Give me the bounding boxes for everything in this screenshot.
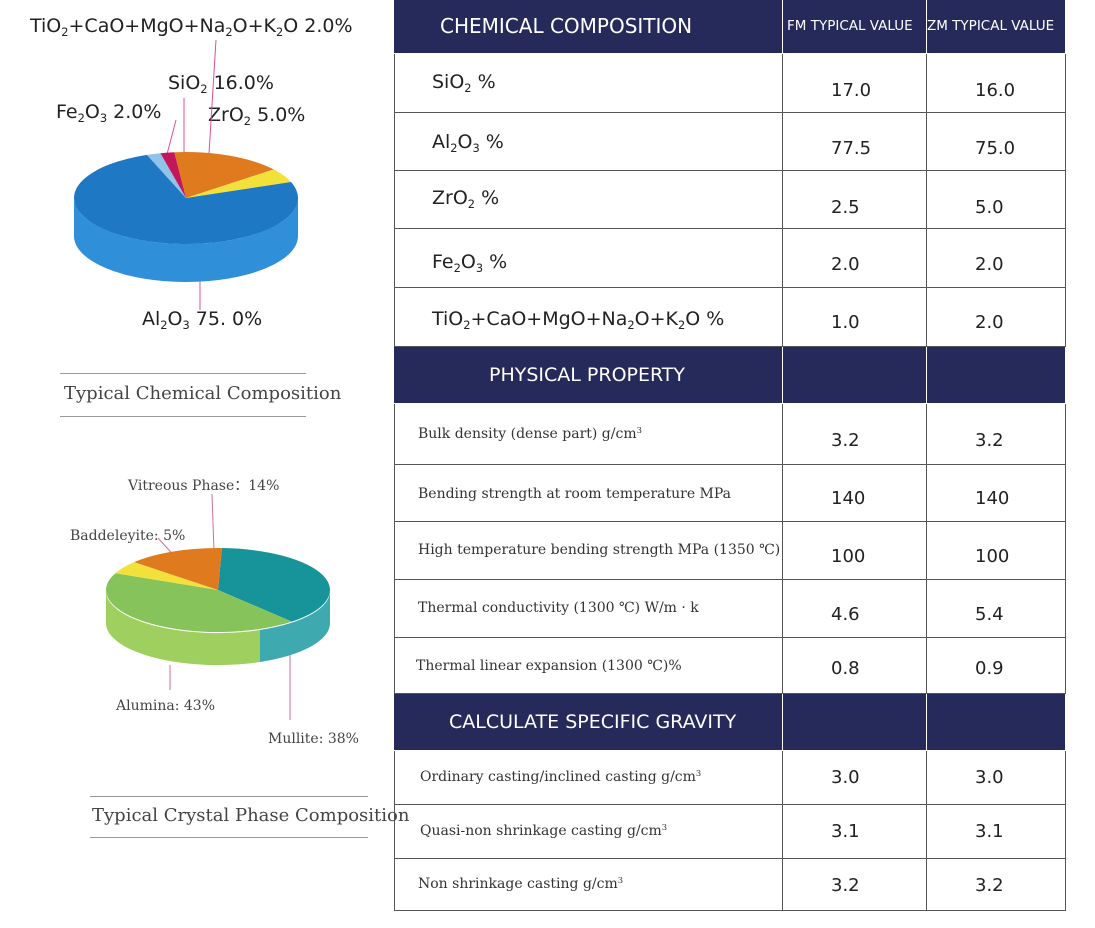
property-name: Thermal linear expansion (1300 ℃)% [416, 658, 682, 674]
fm-value: 3.0 [831, 767, 860, 788]
property-name: Quasi-non shrinkage casting g/cm3 [420, 821, 668, 839]
table-row: Thermal conductivity (1300 ℃) W/m · k 4.… [394, 580, 1066, 638]
fm-value: 3.2 [831, 875, 860, 896]
chem-name: TiO2+CaO+MgO+Na2O+K2O % [432, 308, 725, 332]
caption-rule-top [60, 373, 306, 374]
pie-slice-sio2 [174, 151, 274, 198]
label-vitreous: Vitreous Phase：14% [128, 478, 280, 494]
chem-name: Al2O3 % [432, 131, 504, 155]
header-gravity: CALCULATE SPECIFIC GRAVITY [394, 694, 1066, 751]
pie-slice-mullite [218, 548, 330, 622]
property-name: Non shrinkage casting g/cm3 [418, 874, 624, 892]
crystal-pie-slices [106, 548, 330, 632]
fm-value: 4.6 [831, 604, 860, 625]
zm-value: 16.0 [975, 80, 1016, 101]
header-physical-title: PHYSICAL PROPERTY [489, 364, 686, 386]
property-name: Thermal conductivity (1300 ℃) W/m · k [418, 600, 699, 616]
label-mullite: Mullite: 38% [268, 731, 359, 747]
caption2-rule-bottom [90, 837, 368, 838]
pie-slice-vitreous-phase [134, 548, 222, 590]
fm-value: 3.2 [831, 430, 860, 451]
property-name: Bending strength at room temperature MPa [418, 486, 732, 502]
label-al2o3: Al2O3 75. 0% [142, 308, 263, 332]
table-row: ZrO2 % 2.5 5.0 [394, 171, 1066, 229]
table-row: Quasi-non shrinkage casting g/cm3 3.1 3.… [394, 805, 1066, 859]
table-row: Non shrinkage casting g/cm3 3.2 3.2 [394, 859, 1066, 911]
caption-rule-bottom [60, 416, 306, 417]
pie-slice-baddeleyite [115, 562, 218, 590]
chem-name: SiO2 % [432, 71, 496, 95]
caption2-rule-top [90, 796, 368, 797]
crystal-pie-chart [105, 493, 331, 720]
fm-value: 100 [831, 546, 866, 567]
property-name: High temperature bending strength MPa (1… [418, 542, 781, 558]
zm-value: 3.0 [975, 767, 1004, 788]
zm-value: 3.2 [975, 430, 1004, 451]
leader-vitreous [211, 493, 215, 553]
chemical-pie-slices [74, 151, 299, 245]
table-row: Fe2O3 % 2.0 2.0 [394, 229, 1066, 288]
fm-value: 3.1 [831, 821, 860, 842]
pie-slice-tio2-cao-mgo-na2o-k2o [146, 153, 186, 198]
table-row: Ordinary casting/inclined casting g/cm3 … [394, 751, 1066, 805]
zm-value: 5.0 [975, 197, 1004, 218]
pie-side [74, 198, 298, 282]
table-row: Bulk density (dense part) g/cm3 3.2 3.2 [394, 404, 1066, 465]
fm-value: 140 [831, 488, 866, 509]
table-row: Bending strength at room temperature MPa… [394, 465, 1066, 522]
fm-value: 2.0 [831, 254, 860, 275]
header-chemical-title: CHEMICAL COMPOSITION [440, 14, 693, 38]
zm-value: 0.9 [975, 658, 1004, 679]
header-chemical: CHEMICAL COMPOSITION FM TYPICAL VALUE ZM… [394, 0, 1066, 54]
table-row: TiO2+CaO+MgO+Na2O+K2O % 1.0 2.0 [394, 288, 1066, 347]
zm-value: 3.1 [975, 821, 1004, 842]
zm-value: 3.2 [975, 875, 1004, 896]
fm-value: 1.0 [831, 312, 860, 333]
table-row: SiO2 % 17.0 16.0 [394, 54, 1066, 113]
leader-misc [207, 39, 217, 171]
pie-side-mullite [260, 590, 331, 662]
property-name: Bulk density (dense part) g/cm3 [418, 424, 642, 442]
table-row: Al2O3 % 77.5 75.0 [394, 113, 1066, 171]
caption-chemical: Typical Chemical Composition [64, 383, 342, 404]
pie-slice-fe2o3 [160, 152, 186, 198]
fm-value: 0.8 [831, 658, 860, 679]
pie-slice-alumina [106, 573, 292, 632]
zm-value: 140 [975, 488, 1010, 509]
fm-value: 2.5 [831, 197, 860, 218]
zm-value: 2.0 [975, 312, 1004, 333]
fm-value: 17.0 [831, 80, 872, 101]
pie-slice-zro2 [186, 169, 291, 198]
zm-value: 100 [975, 546, 1010, 567]
pie-slice-al2o3 [74, 154, 299, 245]
table-row: Thermal linear expansion (1300 ℃)% 0.8 0… [394, 638, 1066, 694]
header-gravity-title: CALCULATE SPECIFIC GRAVITY [449, 711, 737, 733]
column-zm-label: ZM TYPICAL VALUE [927, 18, 1055, 34]
table-row: High temperature bending strength MPa (1… [394, 522, 1066, 580]
column-fm-label: FM TYPICAL VALUE [787, 18, 913, 34]
header-physical: PHYSICAL PROPERTY [394, 347, 1066, 404]
label-baddeleyite: Baddeleyite: 5% [70, 528, 186, 544]
caption-crystal: Typical Crystal Phase Composition [92, 805, 410, 826]
zm-value: 75.0 [975, 138, 1016, 159]
fm-value: 77.5 [831, 138, 872, 159]
chem-name: ZrO2 % [432, 187, 500, 211]
chemical-pie-chart [74, 39, 299, 310]
zm-value: 5.4 [975, 604, 1004, 625]
leader-fe2o3 [165, 119, 177, 159]
property-name: Ordinary casting/inclined casting g/cm3 [420, 767, 702, 785]
label-misc-oxides: TiO2+CaO+MgO+Na2O+K2O 2.0% [30, 15, 353, 39]
label-alumina: Alumina: 43% [116, 698, 216, 714]
label-fe2o3: Fe2O3 2.0% [56, 101, 162, 125]
chem-name: Fe2O3 % [432, 251, 508, 275]
zm-value: 2.0 [975, 254, 1004, 275]
label-sio2: SiO2 16.0% [168, 72, 274, 96]
label-zro2: ZrO2 5.0% [208, 104, 306, 128]
pie-side-alumina [105, 590, 260, 666]
